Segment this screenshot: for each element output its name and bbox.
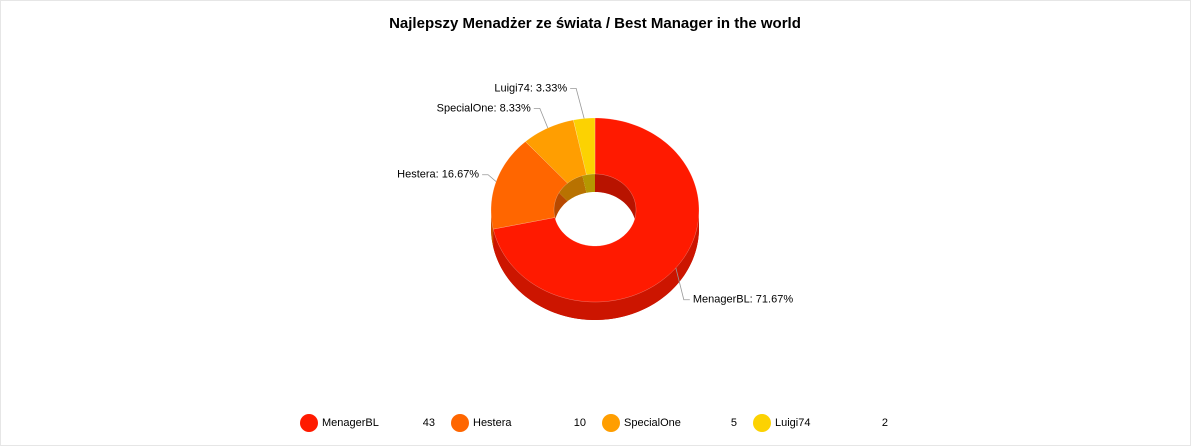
legend-value: 10 (574, 417, 586, 429)
legend-value: 43 (423, 417, 435, 429)
legend-value: 2 (882, 417, 888, 429)
legend-label: Luigi74 (775, 417, 810, 429)
slice-wall (493, 210, 699, 320)
slice-wall (491, 210, 494, 248)
label-leader (533, 108, 549, 129)
label-leader (570, 88, 585, 119)
data-label: Luigi74: 3.33% (494, 82, 567, 94)
legend-label: MenagerBL (322, 417, 379, 429)
label-leader (482, 174, 497, 182)
label-leader (675, 267, 690, 301)
data-label: SpecialOne: 8.33% (437, 102, 531, 114)
data-label: MenagerBL: 71.67% (693, 294, 794, 306)
data-label: Hestera: 16.67% (397, 169, 479, 181)
legend-marker (753, 414, 771, 432)
legend-marker (300, 414, 318, 432)
chart-title: Najlepszy Menadżer ze świata / Best Mana… (389, 15, 801, 32)
legend-marker (451, 414, 469, 432)
slice (573, 117, 596, 176)
legend-label: SpecialOne (624, 417, 681, 429)
legend-label: Hestera (473, 417, 512, 429)
legend-marker (602, 414, 620, 432)
legend-value: 5 (731, 417, 737, 429)
